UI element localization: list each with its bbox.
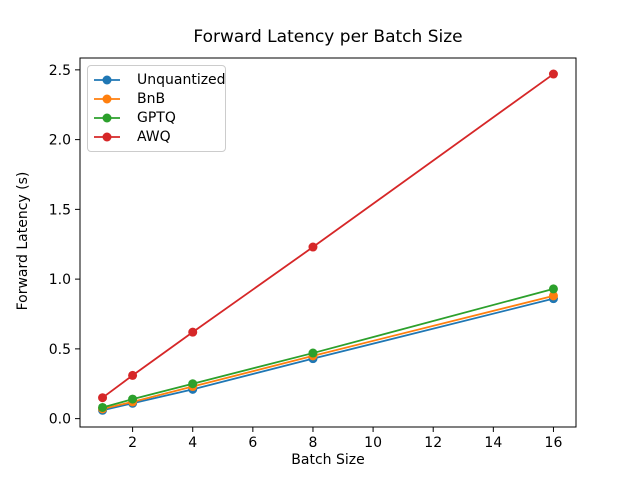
- y-tick-label: 1.0: [49, 272, 71, 288]
- legend-marker-unquantized: [94, 75, 120, 85]
- data-point-gptq: [98, 402, 108, 412]
- legend-item-unquantized: Unquantized: [93, 70, 226, 89]
- legend-marker-gptq: [94, 113, 120, 123]
- data-point-gptq: [548, 284, 558, 294]
- x-axis-label: Batch Size: [291, 452, 365, 468]
- legend-label-gptq: GPTQ: [137, 110, 176, 127]
- data-point-gptq: [128, 394, 138, 404]
- legend-label-bnb: BnB: [137, 90, 166, 107]
- chart-title: Forward Latency per Batch Size: [193, 27, 463, 47]
- x-tick-label: 6: [248, 435, 257, 451]
- x-tick-label: 14: [484, 435, 502, 451]
- y-tick-label: 0.0: [49, 412, 71, 428]
- y-tick-label: 1.5: [49, 202, 71, 218]
- legend-marker-awq: [94, 132, 120, 142]
- legend-item-bnb: BnB: [93, 89, 219, 108]
- data-point-awq: [548, 69, 558, 79]
- legend-item-gptq: GPTQ: [93, 109, 219, 128]
- legend-marker-bnb: [94, 94, 120, 104]
- data-point-gptq: [188, 379, 198, 389]
- x-tick-label: 4: [188, 435, 197, 451]
- x-tick-label: 16: [545, 435, 563, 451]
- series-line-bnb: [102, 294, 554, 410]
- data-point-awq: [128, 370, 138, 380]
- y-tick-label: 0.5: [49, 342, 71, 358]
- data-point-awq: [98, 393, 108, 403]
- legend-label-awq: AWQ: [137, 129, 171, 146]
- legend: Unquantized BnB GPTQ AWQ: [87, 65, 226, 152]
- x-tick-label: 8: [309, 435, 318, 451]
- data-point-bnb: [548, 291, 558, 301]
- x-tick-label: 2: [128, 435, 137, 451]
- y-axis-label: Forward Latency (s): [15, 171, 31, 311]
- axes-spines: [79, 57, 577, 428]
- data-point-gptq: [308, 348, 318, 358]
- y-tick-label: 2.5: [49, 63, 71, 79]
- data-point-awq: [188, 327, 198, 337]
- legend-item-awq: AWQ: [93, 128, 219, 147]
- x-tick-label: 12: [424, 435, 442, 451]
- data-point-awq: [308, 242, 318, 252]
- y-tick-label: 2.0: [49, 133, 71, 149]
- legend-label-unquantized: Unquantized: [137, 71, 226, 88]
- series-line-unquantized: [102, 297, 554, 412]
- x-tick-label: 10: [364, 435, 382, 451]
